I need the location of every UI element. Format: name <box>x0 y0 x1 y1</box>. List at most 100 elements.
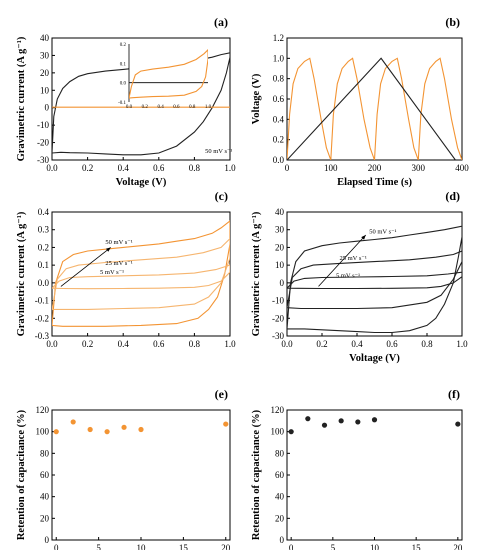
inset-y-tick-label: 0.1 <box>120 62 127 67</box>
x-tick-label: 5 <box>331 543 336 550</box>
y-tick-label: 60 <box>40 470 50 480</box>
y-tick-label: -30 <box>272 331 284 341</box>
x-tick-label: 0.0 <box>281 339 293 349</box>
y-tick-label: -10 <box>37 120 49 130</box>
scan-rate-arrow <box>318 234 367 287</box>
x-tick-label: 0.4 <box>351 339 363 349</box>
y-tick-label: 20 <box>40 513 50 523</box>
x-axis-label: Elapsed Time (s) <box>337 177 412 188</box>
data-point <box>338 418 344 424</box>
y-tick-label: 0.0 <box>38 278 50 288</box>
annotation-label: 50 mV s⁻¹ <box>105 239 132 246</box>
panel-label: (f) <box>448 387 460 401</box>
y-tick-label: 120 <box>36 405 50 415</box>
data-point <box>455 421 461 427</box>
inset-x-tick-label: 0.2 <box>142 105 149 110</box>
inset-y-tick-label: 0.0 <box>120 82 127 87</box>
data-point <box>121 424 127 430</box>
data-point <box>104 429 110 435</box>
x-tick-label: 0 <box>289 543 294 550</box>
y-tick-label: 0.3 <box>38 225 50 235</box>
series-line <box>287 57 462 160</box>
y-tick-label: -30 <box>37 155 49 165</box>
inset-x-tick-label: 1.0 <box>205 105 212 110</box>
series-line <box>129 49 208 99</box>
annotation-label: 25 mV s⁻¹ <box>105 260 132 267</box>
x-tick-label: 0 <box>54 543 59 550</box>
y-tick-label: 20 <box>275 513 285 523</box>
y-tick-label: 120 <box>271 405 285 415</box>
chart-panel-a: 0.0 0.2 0.4 0.6 0.8 1.0 -30 -20 -10 0 10 20 30 40 (a) V… <box>16 15 236 188</box>
inset-background <box>129 44 208 102</box>
data-point <box>371 417 378 423</box>
x-tick-label: 1.0 <box>224 163 236 173</box>
y-tick-label: 40 <box>40 492 50 502</box>
x-tick-label: 0.8 <box>189 339 201 349</box>
y-tick-label: 100 <box>36 427 50 437</box>
y-tick-label: 10 <box>40 85 50 95</box>
y-tick-label: 0 <box>45 535 50 545</box>
y-tick-label: 20 <box>275 242 285 252</box>
y-tick-label: 0.6 <box>273 94 285 104</box>
y-axis-label: Retention of capacitance (%) <box>16 409 27 540</box>
inset-y-tick-label: 0.2 <box>120 43 127 48</box>
x-tick-label: 0.0 <box>46 163 58 173</box>
series-line <box>52 237 230 310</box>
x-tick-label: 0.8 <box>189 163 201 173</box>
x-tick-label: 20 <box>221 543 231 550</box>
chart-panel-d: 0.0 0.2 0.4 0.6 0.8 1.0 -30 -20 -10 0 10 20 30 40 (d) V… <box>251 189 468 364</box>
data-point <box>138 426 144 433</box>
data-point <box>288 429 294 435</box>
annotation-label: 50 mV s⁻¹ <box>369 228 396 235</box>
panel-label: (c) <box>215 189 228 203</box>
data-point <box>305 416 311 422</box>
panel-label: (b) <box>445 15 460 29</box>
series-line <box>287 225 462 334</box>
y-axis-label: Gravimetric current (A g⁻¹) <box>16 211 27 336</box>
chart-panel-b: 0 100 200 300 400 0.0 0.2 0.4 0.6 0.8 1.0 1.2 (b) Ela… <box>251 15 469 188</box>
y-tick-label: 30 <box>40 50 50 60</box>
x-tick-label: 15 <box>412 543 422 550</box>
series-line <box>287 271 462 290</box>
x-tick-label: 1.0 <box>224 339 236 349</box>
plot-frame <box>51 211 231 337</box>
y-tick-label: 40 <box>275 207 285 217</box>
series-line <box>52 52 230 156</box>
x-tick-label: 0.4 <box>118 163 130 173</box>
x-tick-label: 400 <box>455 163 469 173</box>
y-tick-label: 30 <box>275 225 285 235</box>
y-tick-label: 20 <box>40 68 50 78</box>
x-tick-label: 0.8 <box>421 339 433 349</box>
series-line <box>287 57 456 160</box>
plot-frame <box>51 37 231 161</box>
x-tick-label: 0.2 <box>316 339 327 349</box>
x-tick-label: 15 <box>179 543 189 550</box>
data-point <box>355 419 361 425</box>
annotation-label: 5 mV s⁻¹ <box>336 273 360 280</box>
y-tick-label: 0.4 <box>273 114 285 124</box>
x-tick-label: 100 <box>324 163 338 173</box>
y-tick-label: -0.1 <box>35 296 49 306</box>
x-tick-label: 0.4 <box>118 339 130 349</box>
data-point <box>223 421 229 427</box>
arrow-head <box>105 247 111 252</box>
x-tick-label: 0.2 <box>82 163 93 173</box>
inset-chart: 0.0 0.2 0.4 0.6 0.8 1.0-0.10.00.10.2 <box>118 43 212 110</box>
y-tick-label: 0 <box>280 278 285 288</box>
x-tick-label: 10 <box>370 543 380 550</box>
plot-frame <box>286 37 463 161</box>
y-tick-label: -10 <box>272 296 284 306</box>
plot-frame <box>286 409 463 541</box>
x-tick-label: 5 <box>96 543 101 550</box>
x-tick-label: 200 <box>368 163 382 173</box>
panel-label: (e) <box>215 387 228 401</box>
data-point <box>53 429 59 435</box>
y-tick-label: 1.0 <box>273 53 285 63</box>
y-tick-label: 1.2 <box>273 33 284 43</box>
arrow-head <box>361 235 366 240</box>
y-tick-label: 0.4 <box>38 207 50 217</box>
data-point <box>321 422 328 428</box>
y-tick-label: -20 <box>37 138 49 148</box>
x-tick-label: 0.2 <box>82 339 93 349</box>
